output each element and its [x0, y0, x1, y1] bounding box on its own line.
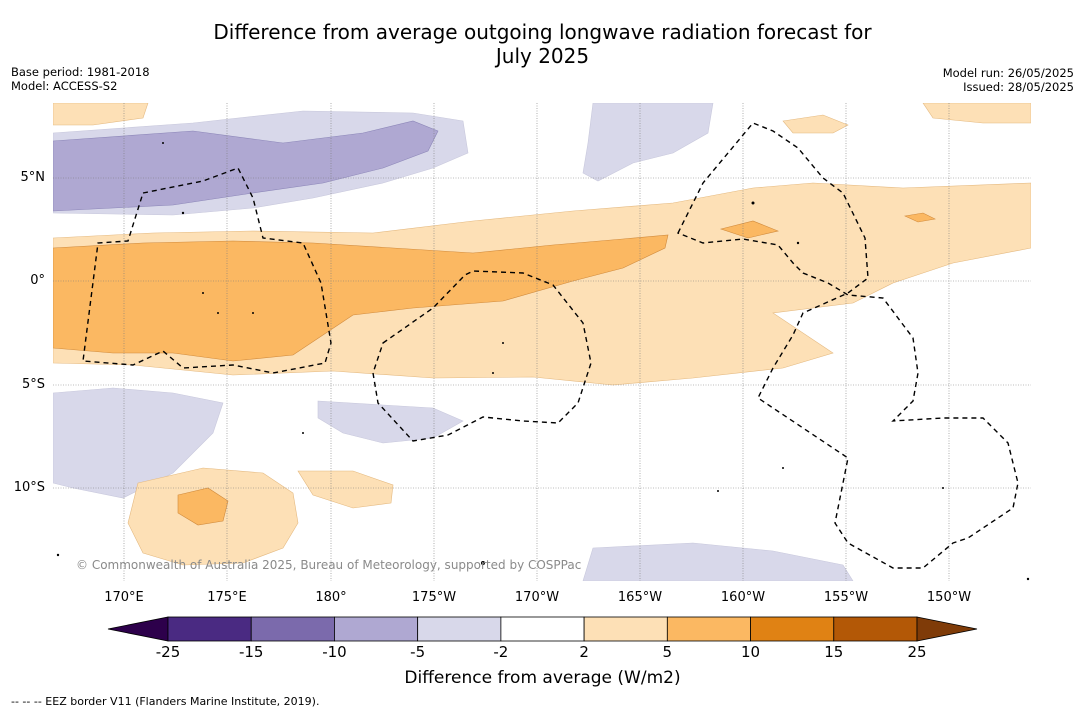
- colorbar-tick-label: 25: [907, 643, 927, 661]
- colorbar-extend-high: [916, 616, 978, 642]
- lon-label-150w: 150°W: [926, 590, 972, 605]
- title-line-2: July 2025: [495, 44, 590, 68]
- copyright-credit: © Commonwealth of Australia 2025, Bureau…: [76, 558, 582, 572]
- island-marker: [162, 142, 164, 144]
- eez-kiribati-line: [677, 122, 1019, 569]
- lon-label-155w: 155°W: [823, 590, 869, 605]
- island-marker: [717, 490, 719, 492]
- colorbar-extend-low: [107, 616, 169, 642]
- olr-anomaly-map: [53, 103, 1031, 581]
- colorbar-tick-label: 10: [741, 643, 761, 661]
- negative-anomaly-region-center-north: [582, 103, 714, 182]
- colorbar-segments: [167, 616, 918, 642]
- eez-borders: [82, 122, 1019, 569]
- island-marker: [181, 211, 185, 215]
- colorbar-tick-label: -25: [155, 643, 181, 661]
- lon-label-170w: 170°W: [514, 590, 560, 605]
- islands: [56, 142, 1030, 581]
- positive-anomaly-top-left: [53, 103, 149, 126]
- lon-label-165w: 165°W: [617, 590, 663, 605]
- lon-label-160w: 160°W: [720, 590, 766, 605]
- positive-anomaly-patch-north: [782, 114, 849, 134]
- lon-label-180: 180°: [315, 590, 347, 605]
- colorbar-tick-label: -5: [410, 643, 426, 661]
- island-marker: [751, 201, 755, 205]
- lat-label-5n: 5°N: [20, 170, 46, 185]
- positive-anomaly-spot-east: [719, 220, 779, 239]
- colorbar-segment: [750, 616, 835, 642]
- island-marker: [796, 241, 800, 245]
- colorbar-tick-label: -10: [322, 643, 347, 661]
- island-marker: [56, 553, 60, 557]
- lat-label-10s: 10°S: [13, 480, 45, 495]
- colorbar-segment: [417, 616, 502, 642]
- colorbar-segment: [666, 616, 751, 642]
- island-marker: [942, 487, 944, 489]
- map-title: Difference from average outgoing longwav…: [0, 20, 1085, 68]
- colorbar-tick-label: 2: [579, 643, 589, 661]
- base-period: Base period: 1981-2018: [11, 65, 150, 79]
- island-marker: [782, 467, 784, 469]
- colorbar-tick-label: 15: [824, 643, 844, 661]
- positive-anomaly-spot-far-east: [903, 212, 936, 223]
- positive-anomaly-south-center: [297, 470, 394, 509]
- island-marker: [492, 372, 494, 374]
- metadata-left: Base period: 1981-2018 Model: ACCESS-S2: [11, 65, 150, 93]
- island-marker: [302, 432, 304, 434]
- lat-label-5s: 5°S: [21, 377, 45, 392]
- colorbar: [107, 616, 978, 642]
- issued-date: Issued: 28/05/2025: [963, 80, 1074, 94]
- title-line-1: Difference from average outgoing longwav…: [213, 20, 872, 44]
- colorbar-title: Difference from average (W/m2): [404, 668, 681, 688]
- island-marker: [217, 312, 219, 314]
- positive-anomaly-top-right: [922, 103, 1031, 124]
- island-marker: [202, 292, 204, 294]
- map-canvas: [53, 103, 1031, 581]
- eez-kiribati-gilbert: [82, 167, 332, 374]
- metadata-right: Model run: 26/05/2025 Issued: 28/05/2025: [943, 66, 1074, 94]
- island-marker: [481, 561, 485, 565]
- graticule: [53, 103, 1031, 581]
- island-marker: [502, 342, 504, 344]
- lat-label-eq: 0°: [30, 273, 45, 288]
- colorbar-tick-label: 5: [662, 643, 673, 661]
- colorbar-tick-label: -15: [238, 643, 264, 661]
- lon-label-175e: 175°E: [207, 590, 247, 605]
- negative-anomaly-region-south-bottom: [582, 542, 854, 581]
- colorbar-segment: [334, 616, 419, 642]
- lon-label-175w: 175°W: [411, 590, 457, 605]
- colorbar-segment: [250, 616, 335, 642]
- lon-label-170e: 170°E: [104, 590, 144, 605]
- colorbar-segment: [833, 616, 918, 642]
- colorbar-segment: [500, 616, 585, 642]
- positive-anomaly-core: [53, 234, 669, 362]
- negative-anomaly-region-north-core: [53, 120, 439, 212]
- model-run: Model run: 26/05/2025: [942, 66, 1074, 80]
- colorbar-tick-label: -2: [493, 643, 509, 661]
- island-marker: [252, 312, 254, 314]
- island-marker: [1026, 577, 1030, 581]
- colorbar-segment: [583, 616, 668, 642]
- negative-anomaly-region-southwest: [53, 387, 224, 499]
- colorbar-segment: [167, 616, 252, 642]
- model-name: Model: ACCESS-S2: [11, 79, 118, 93]
- eez-kiribati-phoenix: [372, 270, 592, 442]
- eez-legend-note: -- -- -- EEZ border V11 (Flanders Marine…: [11, 695, 320, 708]
